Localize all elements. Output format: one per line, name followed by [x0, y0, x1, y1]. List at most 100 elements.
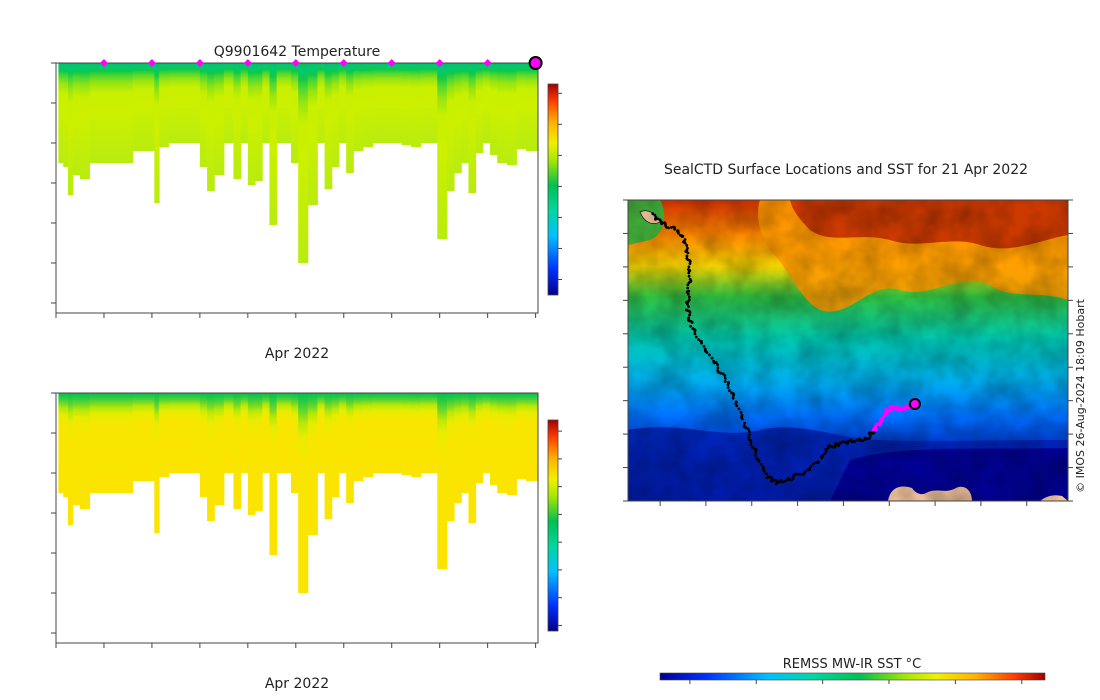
track-point: [656, 217, 660, 221]
profile-column: [79, 63, 91, 179]
track-point: [673, 227, 677, 231]
track-point: [864, 436, 868, 440]
track-point: [665, 225, 668, 229]
profile-column: [67, 393, 74, 525]
profile-column: [506, 393, 517, 495]
profile-column: [331, 63, 340, 167]
profile-column: [103, 63, 119, 163]
track-point: [754, 453, 757, 457]
salinity-colorbar-ticks: [558, 430, 562, 626]
track-point: [683, 241, 687, 245]
map-title: SealCTD Surface Locations and SST for 21…: [664, 162, 1028, 178]
track-point: [687, 316, 691, 320]
profile-column: [118, 393, 134, 493]
track-point: [688, 262, 692, 266]
profile-column: [535, 393, 538, 481]
track-point: [686, 286, 690, 290]
profile-column: [454, 63, 462, 173]
track-point: [651, 212, 655, 216]
track-point: [764, 472, 768, 476]
profile-column: [420, 63, 431, 143]
profile-column: [103, 393, 119, 493]
profile-column: [307, 393, 318, 535]
track-point: [686, 292, 690, 296]
profile-column: [276, 393, 285, 473]
profile-column: [526, 393, 537, 481]
track-point: [686, 302, 689, 306]
track-point: [677, 231, 680, 235]
profile-column: [118, 63, 134, 163]
track-point: [747, 433, 751, 437]
track-point: [708, 353, 711, 357]
track-point: [690, 321, 694, 324]
profile-column: [207, 63, 215, 191]
profile-column: [331, 393, 340, 497]
track-point: [687, 271, 691, 275]
track-point: [726, 386, 730, 390]
profile-marker: [483, 59, 492, 67]
profile-column: [159, 393, 170, 477]
profile-column: [410, 63, 421, 147]
track-point: [783, 479, 787, 483]
temperature-x-ticks: [55, 313, 537, 318]
track-point: [772, 478, 775, 482]
track-point: [735, 404, 739, 408]
profile-column: [482, 63, 491, 143]
profile-column: [516, 393, 527, 479]
track-point: [716, 363, 719, 367]
profile-column: [58, 63, 64, 163]
profile-column: [58, 393, 64, 493]
profile-column: [89, 393, 105, 493]
profile-column: [180, 63, 194, 143]
track-point: [757, 460, 761, 463]
sst-field: [628, 200, 1068, 501]
profile-column: [526, 63, 537, 151]
track-point: [746, 427, 750, 431]
profile-column: [307, 63, 318, 205]
track-point: [777, 481, 780, 485]
track-point: [688, 313, 691, 317]
track-point: [667, 226, 670, 230]
track-point: [787, 478, 791, 482]
track-point: [658, 218, 662, 222]
track-point: [743, 421, 746, 425]
track-point: [838, 441, 842, 445]
profile-column: [67, 63, 74, 195]
profile-column: [437, 393, 448, 569]
track-point: [740, 417, 744, 421]
track-point: [774, 482, 778, 486]
track-point: [816, 460, 820, 464]
profile-column: [144, 393, 155, 481]
temperature-y-ticks: [51, 62, 56, 304]
track-point: [693, 330, 697, 333]
profile-column: [199, 393, 208, 497]
track-point: [687, 265, 691, 269]
profile-column: [168, 63, 182, 143]
track-point: [693, 332, 697, 336]
profile-column: [461, 63, 469, 163]
track-point: [686, 246, 689, 250]
track-point: [687, 295, 691, 299]
map-x-ticks: [659, 501, 1028, 506]
profile-column: [291, 63, 299, 163]
track-point: [694, 335, 698, 339]
track-point: [685, 254, 689, 258]
track-point: [688, 259, 692, 263]
track-point: [851, 440, 855, 444]
temperature-profiles: [58, 63, 538, 263]
profile-column: [240, 393, 249, 473]
profile-column: [353, 393, 364, 481]
profile-marker: [291, 59, 300, 67]
track-point: [731, 394, 735, 398]
profile-column: [382, 393, 393, 473]
map-axes-frame: [627, 199, 1069, 502]
track-point: [688, 311, 692, 314]
profile-column: [214, 63, 225, 175]
profile-column: [490, 393, 498, 485]
profile-column: [516, 63, 527, 149]
salinity-xlabel: Apr 2022: [265, 676, 329, 692]
profile-column: [454, 393, 462, 503]
profile-column: [144, 63, 155, 151]
profile-column: [255, 393, 263, 511]
track-point: [723, 380, 727, 383]
